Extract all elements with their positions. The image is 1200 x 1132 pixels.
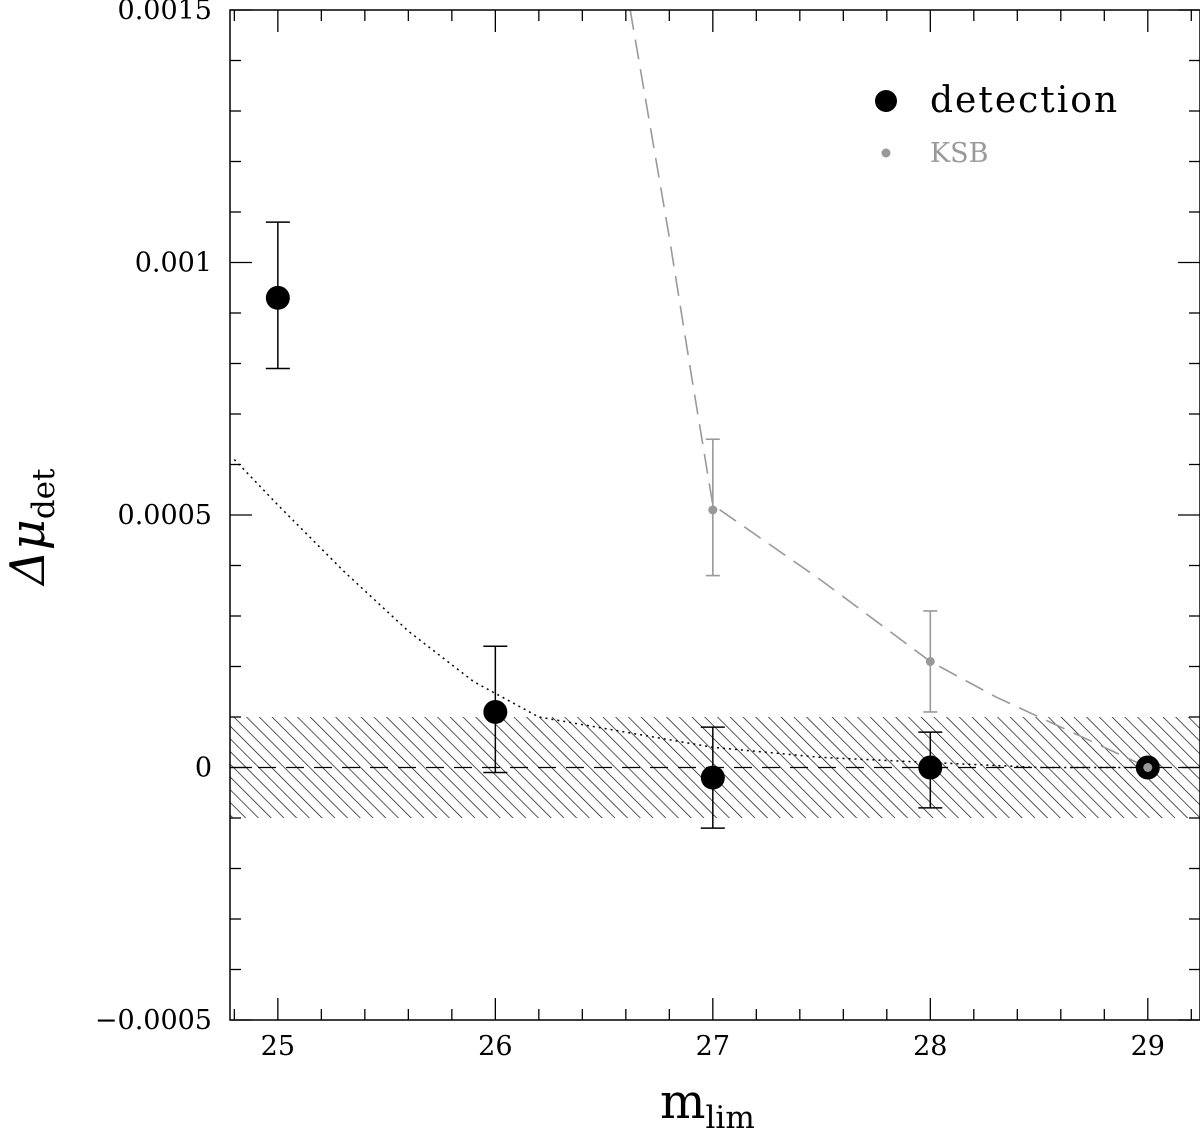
x-tick-label: 27	[696, 1031, 730, 1062]
y-tick-labels: −0.0005 0 0.0005 0.001 0.0015	[95, 0, 212, 1036]
detection-point	[700, 765, 725, 790]
x-tick-labels: 25 26 27 28 29	[261, 1031, 1165, 1062]
fit-curves	[233, 10, 1149, 769]
y-tick-label: 0.0005	[118, 500, 212, 531]
y-tick-label: −0.0005	[95, 1005, 212, 1036]
x-tick-label: 26	[478, 1031, 512, 1062]
y-axis-title-subscript: det	[26, 468, 62, 519]
y-axis-title-main: Δμ	[0, 519, 56, 587]
legend: detection KSB	[875, 80, 1119, 169]
plot-area	[230, 10, 1200, 818]
x-tick-label: 25	[261, 1031, 295, 1062]
plot-frame	[229, 9, 1200, 1021]
legend-detection-marker	[875, 90, 897, 112]
ksb-point	[1143, 763, 1153, 772]
y-tick-label: 0.001	[135, 248, 212, 279]
axis-ticks	[230, 9, 1200, 1021]
legend-detection-label: detection	[930, 80, 1119, 121]
detection-trend-curve	[233, 458, 1148, 769]
x-axis-title-subscript: lim	[706, 1100, 755, 1132]
ksb-point	[708, 505, 718, 515]
detection-point	[918, 755, 943, 780]
detection-point	[483, 699, 508, 724]
y-tick-label: 0	[195, 753, 212, 784]
ksb-point	[925, 656, 935, 666]
x-tick-label: 29	[1131, 1031, 1165, 1062]
y-tick-label: 0.0015	[118, 0, 212, 26]
y-axis-title: Δμdet	[0, 468, 62, 587]
legend-ksb-label: KSB	[930, 138, 989, 169]
data-points	[265, 285, 1160, 790]
x-axis-title: mlim	[660, 1074, 755, 1132]
legend-ksb-marker	[881, 148, 891, 158]
x-tick-label: 28	[913, 1031, 947, 1062]
detection-point	[265, 285, 290, 310]
x-axis-title-main: m	[660, 1074, 706, 1130]
ksb-trend-curve	[629, 10, 1149, 769]
